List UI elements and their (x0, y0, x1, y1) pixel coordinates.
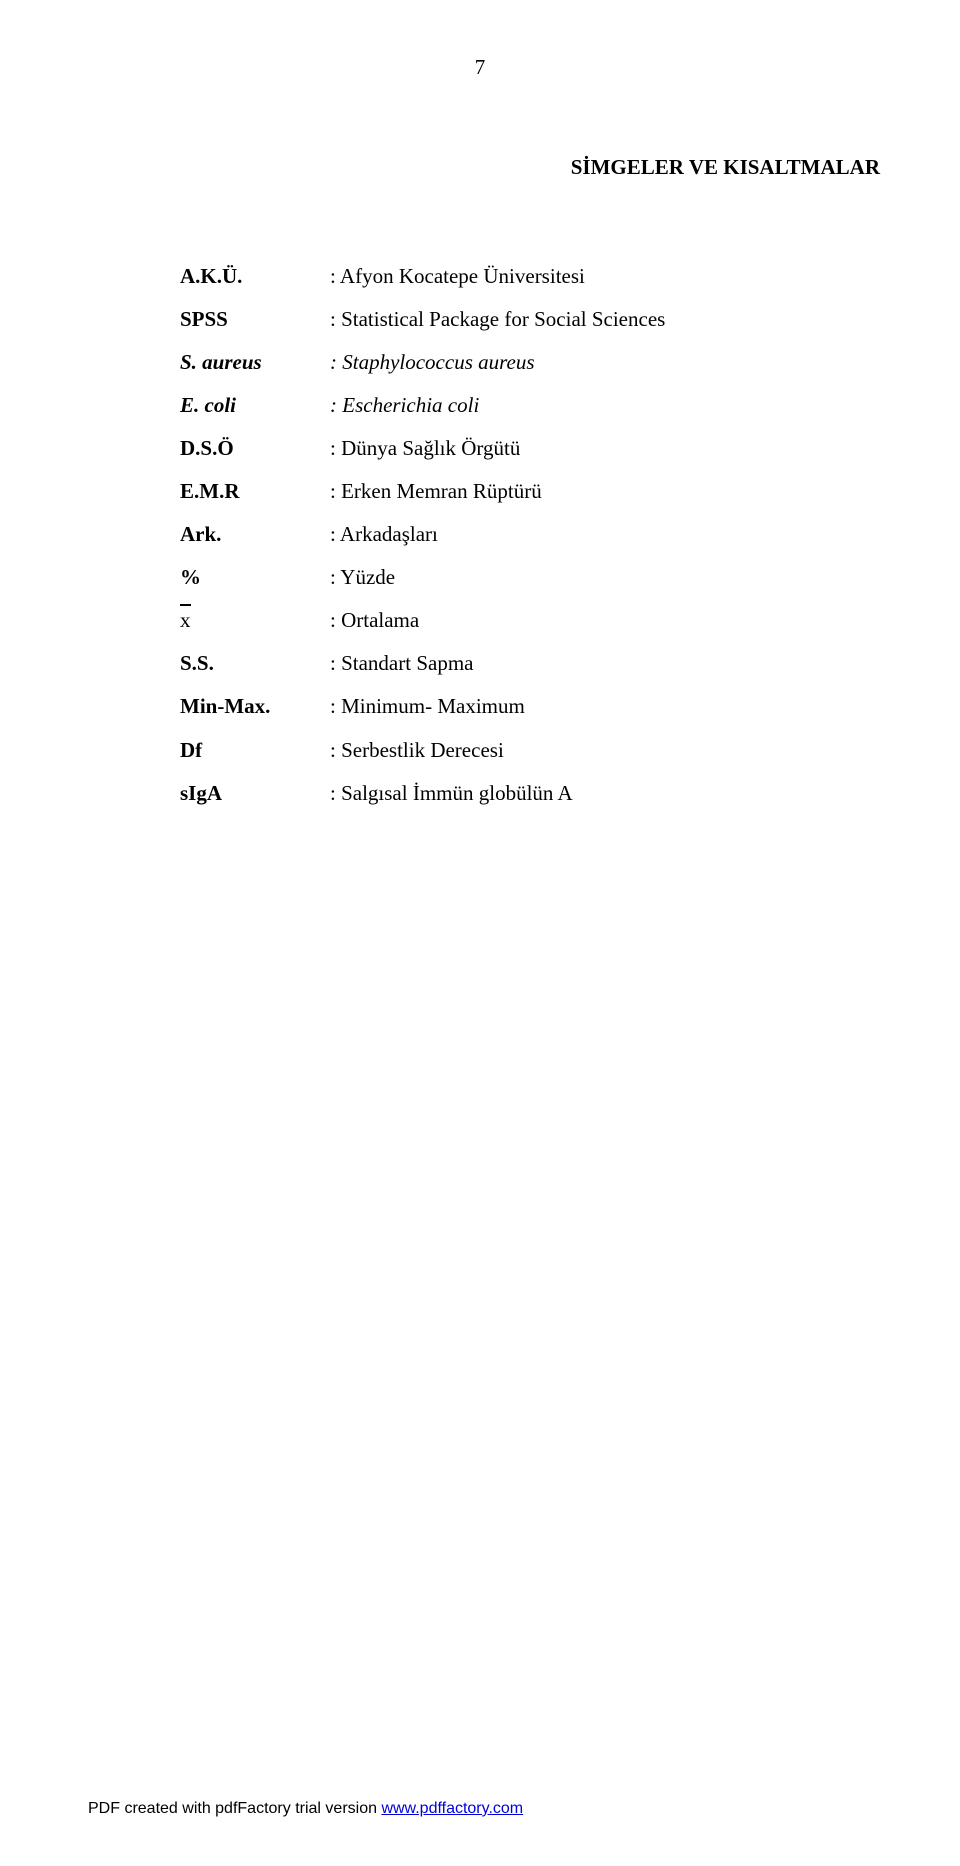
abbrev-definition: : Erken Memran Rüptürü (330, 470, 880, 513)
page-title: SİMGELER VE KISALTMALAR (0, 155, 880, 180)
table-row: Df: Serbestlik Derecesi (180, 729, 880, 772)
abbrev-term: x (180, 599, 330, 642)
abbrev-term: E. coli (180, 384, 330, 427)
table-row: E.M.R: Erken Memran Rüptürü (180, 470, 880, 513)
abbrev-definition: : Afyon Kocatepe Üniversitesi (330, 255, 880, 298)
abbrev-definition: : Minimum- Maximum (330, 685, 880, 728)
abbrev-definition: : Standart Sapma (330, 642, 880, 685)
table-row: Ark.: Arkadaşları (180, 513, 880, 556)
abbrev-term: Df (180, 729, 330, 772)
page-number: 7 (0, 55, 960, 80)
abbrev-definition: : Salgısal İmmün globülün A (330, 772, 880, 815)
abbrev-definition: : Arkadaşları (330, 513, 880, 556)
abbrev-term: S.S. (180, 642, 330, 685)
abbrev-definition: : Yüzde (330, 556, 880, 599)
table-row: %: Yüzde (180, 556, 880, 599)
abbrev-term: Ark. (180, 513, 330, 556)
table-row: E. coli: Escherichia coli (180, 384, 880, 427)
table-row: x: Ortalama (180, 599, 880, 642)
table-row: Min-Max.: Minimum- Maximum (180, 685, 880, 728)
abbrev-term: D.S.Ö (180, 427, 330, 470)
abbrev-term: Min-Max. (180, 685, 330, 728)
abbrev-term: sIgA (180, 772, 330, 815)
footer-link[interactable]: www.pdffactory.com (381, 1800, 523, 1817)
table-row: sIgA: Salgısal İmmün globülün A (180, 772, 880, 815)
table-row: D.S.Ö: Dünya Sağlık Örgütü (180, 427, 880, 470)
abbrev-definition: : Dünya Sağlık Örgütü (330, 427, 880, 470)
abbrev-term: A.K.Ü. (180, 255, 330, 298)
abbrev-definition: : Escherichia coli (330, 384, 880, 427)
table-row: SPSS: Statistical Package for Social Sci… (180, 298, 880, 341)
footer-text: PDF created with pdfFactory trial versio… (88, 1800, 381, 1817)
table-row: A.K.Ü.: Afyon Kocatepe Üniversitesi (180, 255, 880, 298)
abbrev-definition: : Statistical Package for Social Science… (330, 298, 880, 341)
abbrev-definition: : Serbestlik Derecesi (330, 729, 880, 772)
footer: PDF created with pdfFactory trial versio… (88, 1800, 523, 1818)
table-row: S. aureus: Staphylococcus aureus (180, 341, 880, 384)
abbreviations-table: A.K.Ü.: Afyon Kocatepe ÜniversitesiSPSS:… (180, 255, 880, 815)
abbrev-term: SPSS (180, 298, 330, 341)
abbrev-definition: : Ortalama (330, 599, 880, 642)
table-row: S.S.: Standart Sapma (180, 642, 880, 685)
abbrev-definition: : Staphylococcus aureus (330, 341, 880, 384)
abbrev-term: % (180, 556, 330, 599)
abbrev-term: S. aureus (180, 341, 330, 384)
abbrev-term: E.M.R (180, 470, 330, 513)
